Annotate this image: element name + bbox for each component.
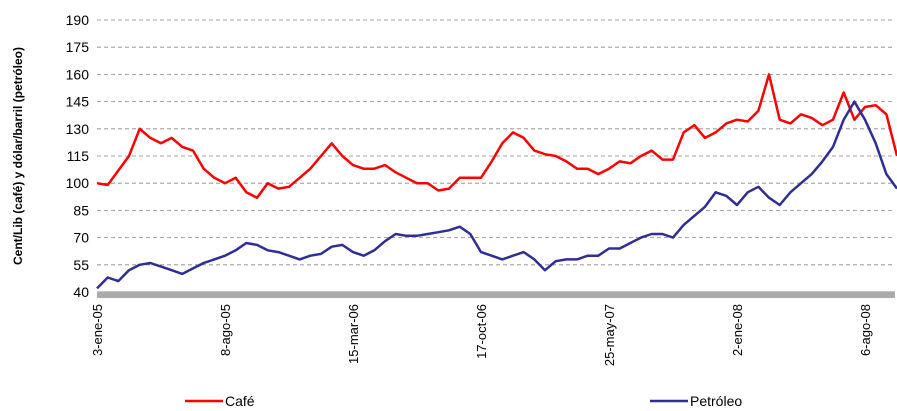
y-tick-label: 100 xyxy=(66,175,90,191)
x-tick-label: 3-ene-05 xyxy=(90,304,105,356)
y-tick-label: 70 xyxy=(73,230,89,246)
y-tick-label: 145 xyxy=(66,94,90,110)
y-tick-label: 55 xyxy=(73,257,89,273)
y-tick-label: 130 xyxy=(66,121,90,137)
x-tick-label: 2-ene-08 xyxy=(730,304,745,356)
legend-label: Petróleo xyxy=(690,393,742,409)
y-tick-label: 40 xyxy=(73,284,89,300)
x-tick-label: 6-ago-08 xyxy=(858,304,873,356)
x-tick-label: 25-may-07 xyxy=(602,304,617,366)
series-line xyxy=(96,73,897,199)
x-tick-label: 15-mar-06 xyxy=(346,304,361,364)
series-line xyxy=(96,100,897,290)
y-tick-label: 190 xyxy=(66,12,90,28)
y-tick-label: 160 xyxy=(66,66,90,82)
y-axis-label: Cent/Lib (café) y dólar/barril (petróleo… xyxy=(11,47,25,265)
x-tick-label: 8-ago-05 xyxy=(218,304,233,356)
y-tick-label: 85 xyxy=(73,202,89,218)
legend-label: Café xyxy=(225,393,255,409)
y-tick-label: 115 xyxy=(67,148,90,164)
x-axis-ticks-band xyxy=(97,292,895,298)
x-tick-label: 17-oct-06 xyxy=(474,304,489,359)
y-tick-label: 175 xyxy=(66,39,90,55)
